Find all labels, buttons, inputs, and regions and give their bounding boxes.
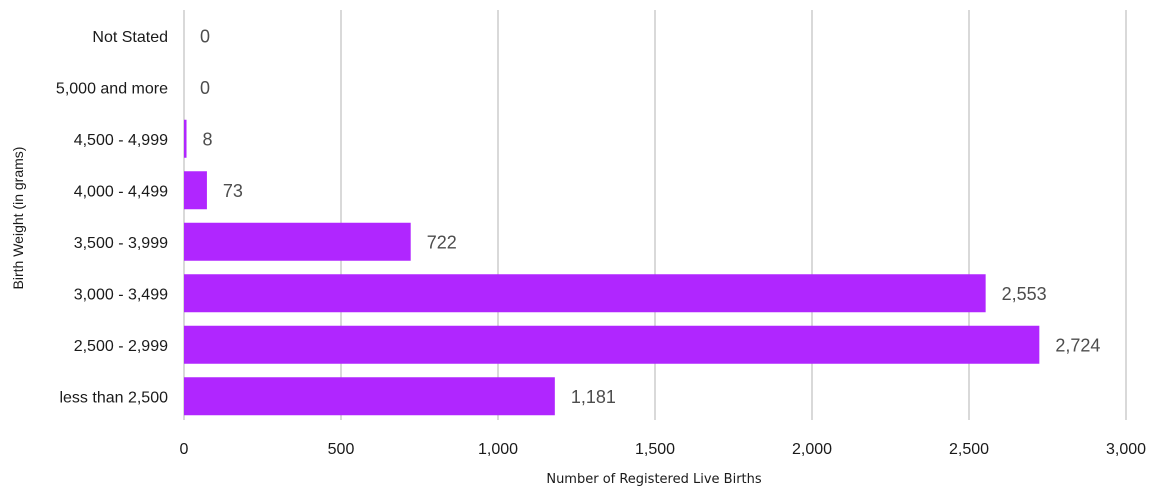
value-label: 0 [200,78,210,98]
value-label: 722 [427,232,457,252]
value-label: 73 [223,181,243,201]
category-label: 3,500 - 3,999 [74,235,168,252]
bar [184,171,207,210]
x-tick-labels: 0 500 1,000 1,500 2,000 2,500 3,000 [180,441,1147,458]
x-tick-label: 2,000 [792,441,832,458]
value-label: 8 [203,129,213,149]
value-label: 2,724 [1055,335,1100,355]
category-label: 3,000 - 3,499 [74,286,168,303]
bar [184,325,1040,364]
category-label: Not Stated [92,29,168,46]
x-axis-title: Number of Registered Live Births [546,472,762,486]
category-label: 5,000 and more [56,80,168,97]
bar [184,222,411,261]
bar [184,119,187,158]
x-tick-label: 1,000 [478,441,518,458]
bar [184,274,986,313]
gridlines [183,10,1127,420]
x-tick-label: 0 [180,441,189,458]
category-label: 2,500 - 2,999 [74,338,168,355]
x-tick-label: 3,000 [1106,441,1146,458]
category-labels: Not Stated 5,000 and more 4,500 - 4,999 4,0… [56,29,168,407]
category-label: less than 2,500 [59,389,168,406]
bars [184,119,1040,416]
value-label: 2,553 [1002,284,1047,304]
category-label: 4,500 - 4,999 [74,132,168,149]
bar [184,377,555,416]
x-tick-label: 2,500 [949,441,989,458]
value-labels: 0 0 8 73 722 2,553 2,724 1,181 [200,26,1100,407]
x-tick-label: 1,500 [635,441,675,458]
y-axis-title: Birth Weight (in grams) [10,147,26,290]
value-label: 0 [200,26,210,46]
x-tick-label: 500 [328,441,355,458]
value-label: 1,181 [571,387,616,407]
category-label: 4,000 - 4,499 [74,183,168,200]
